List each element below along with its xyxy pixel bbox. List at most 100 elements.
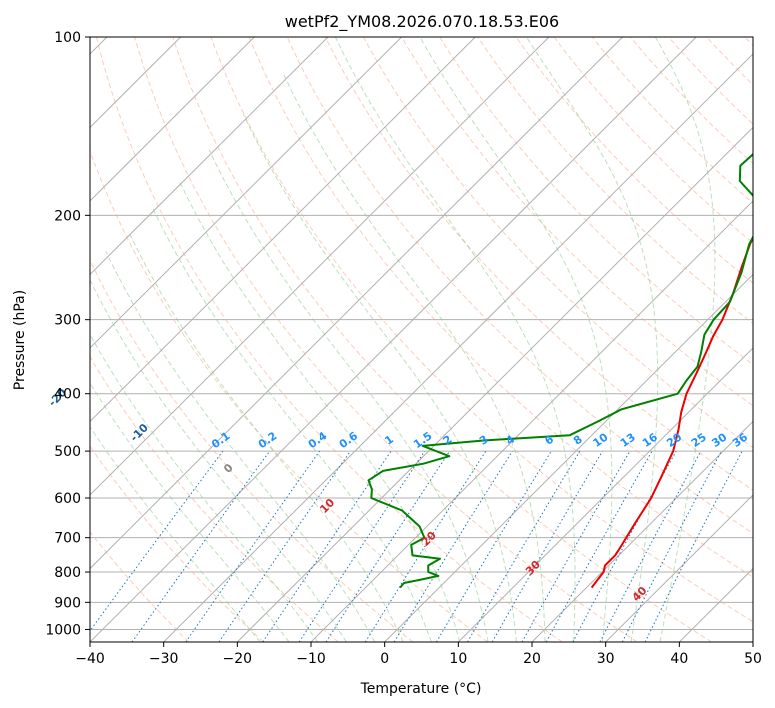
isotherm-line: [310, 200, 753, 642]
isotherm-line: [605, 494, 753, 642]
dry-adiabat: [90, 445, 264, 642]
x-tick-label: 10: [449, 651, 467, 667]
moist-adiabat: [90, 381, 290, 642]
mixing-ratio-label: 0.4: [306, 429, 330, 451]
mixing-ratio-label: 1.5: [411, 429, 434, 451]
isotherm-line: [457, 347, 753, 642]
moist-adiabat: [90, 425, 261, 642]
mixing-ratio-line: [90, 450, 224, 632]
chart-title: wetPf2_YM08.2026.070.18.53.E06: [285, 12, 559, 32]
x-axis-label: Temperature (°C): [360, 681, 482, 697]
x-tick-label: −20: [223, 651, 253, 667]
dry-adiabat: [591, 37, 753, 204]
moist-adiabat: [152, 208, 432, 642]
moist-adiabat: [178, 180, 461, 642]
dry-adiabat-label: -10: [128, 421, 151, 444]
mixing-ratio-line: [545, 450, 653, 642]
x-tick-label: 40: [670, 651, 688, 667]
mixing-ratio-label: 30: [709, 430, 729, 450]
moist-adiabat: [90, 278, 347, 642]
dry-adiabat: [248, 37, 753, 578]
mixing-ratio-line: [364, 450, 487, 642]
y-tick-label: 800: [54, 565, 81, 581]
moist-adiabat: [129, 233, 404, 642]
moist-adiabat: [242, 113, 517, 642]
isotherm-line: [90, 37, 550, 496]
dry-adiabat: [439, 37, 753, 366]
y-tick-label: 400: [54, 387, 81, 403]
isotherm-line: [90, 37, 255, 202]
isotherm-line: [384, 273, 753, 642]
dewpoint-line: [367, 152, 753, 589]
mixing-ratio-label: 1: [382, 433, 396, 448]
mixing-ratio-line: [572, 450, 677, 642]
x-tick-label: 30: [597, 651, 615, 667]
y-tick-label: 700: [54, 531, 81, 547]
dry-adiabat: [770, 24, 775, 642]
moist-adiabat: [525, 37, 659, 642]
isotherm-line: [90, 37, 402, 349]
x-tick-label: −40: [75, 651, 105, 667]
temperature-line: [590, 236, 753, 589]
mixing-ratio-label: 25: [689, 431, 709, 450]
isotherm-line: [90, 37, 476, 423]
axis-layer: −40 −30 −20 −10 0 10 20 30 40 5010020030040050060…: [45, 30, 762, 667]
y-tick-label: 200: [54, 208, 81, 224]
mixing-ratio-label: 6: [542, 433, 556, 448]
y-tick-label: 500: [54, 444, 81, 460]
dry-adiabat: [90, 355, 339, 642]
mixing-ratio-line: [131, 450, 271, 642]
dry-adiabat: [477, 37, 753, 325]
moist-adiabat: [654, 37, 716, 642]
y-tick-label: 300: [54, 313, 81, 329]
series-layer: [367, 152, 753, 589]
y-axis-label: Pressure (hPa): [12, 290, 28, 390]
mixing-ratio-line: [644, 450, 743, 642]
isotherm-line: [90, 37, 623, 570]
dry-adiabat: [324, 37, 753, 491]
y-tick-label: 600: [54, 491, 81, 507]
mixing-ratio-line: [521, 450, 631, 642]
dry-adiabat: [134, 37, 638, 642]
mixing-ratio-label: 16: [640, 430, 660, 450]
isotherm-line: [678, 567, 753, 642]
dry-adiabat: [744, 37, 753, 47]
y-tick-label: 100: [54, 30, 81, 46]
mixing-ratio-line: [435, 450, 552, 642]
x-tick-label: 0: [380, 651, 389, 667]
dry-adiabat: [90, 531, 190, 642]
mixing-ratio-label: 13: [618, 431, 638, 450]
x-tick-label: −10: [296, 651, 326, 667]
grid-layer: [90, 24, 775, 642]
dry-adiabat: [705, 37, 753, 86]
isotherm-line: [752, 641, 753, 642]
x-tick-label: 50: [744, 651, 762, 667]
mixing-ratio-label: 0.1: [209, 429, 232, 451]
y-tick-label: 1000: [45, 622, 81, 638]
mixing-ratio-label: 8: [571, 433, 585, 448]
isotherm-line: [236, 126, 753, 642]
mixing-ratio-line: [185, 450, 321, 642]
moist-adiabat: [208, 149, 489, 642]
dry-adiabat: [515, 37, 753, 284]
mixing-ratio-line: [298, 450, 426, 642]
dry-adiabat: [401, 37, 753, 407]
moist-adiabat: [419, 37, 613, 642]
isotherm-line: [90, 37, 329, 276]
dry-adiabat: [90, 259, 414, 642]
moist-adiabat: [105, 251, 376, 642]
mixing-ratio-line: [621, 450, 722, 642]
mixing-ratio-label: 4: [504, 433, 518, 448]
isotherm-line: [163, 53, 753, 642]
mixing-ratio-line: [599, 450, 702, 642]
mixing-ratio-label: 0.2: [256, 429, 279, 451]
moist-adiabat: [334, 37, 576, 642]
x-tick-label: 20: [523, 651, 541, 667]
moist-adiabat: [90, 333, 319, 642]
mixing-ratio-line: [262, 450, 392, 642]
mixing-ratio-label: 2: [441, 433, 455, 448]
isotherm-line: [531, 420, 753, 642]
dry-adiabat: [286, 37, 753, 534]
mixing-ratio-line: [325, 450, 451, 642]
